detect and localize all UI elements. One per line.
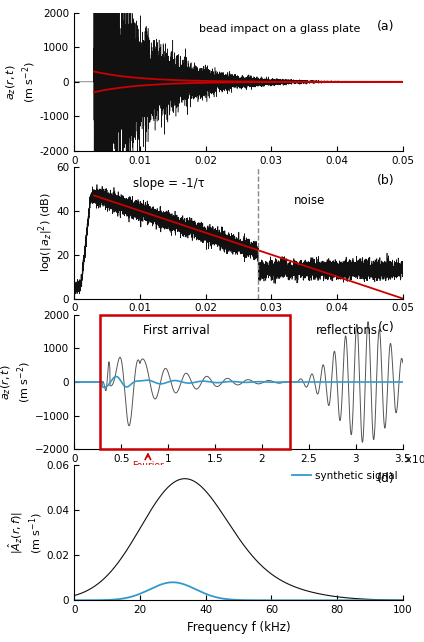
synthetic signal <box>109 596 114 603</box>
Text: slope = -1/τ: slope = -1/τ <box>133 177 205 189</box>
synthetic signal <box>359 596 364 604</box>
Text: bead impact on a glass plate: bead impact on a glass plate <box>199 24 360 34</box>
X-axis label: Time (s): Time (s) <box>215 470 262 483</box>
X-axis label: Frequency f (kHz): Frequency f (kHz) <box>187 621 290 634</box>
Legend: synthetic signal: synthetic signal <box>292 471 398 481</box>
synthetic signal <box>394 596 399 604</box>
Y-axis label: $|\hat{A}_z(r,f)|$
$(\mathrm{m\ s^{-1}})$: $|\hat{A}_z(r,f)|$ $(\mathrm{m\ s^{-1}})… <box>6 512 45 554</box>
Y-axis label: $\log(|\,a_z|^2)$ (dB): $\log(|\,a_z|^2)$ (dB) <box>36 193 55 272</box>
Y-axis label: $a_z(r, t)$
$(\mathrm{m\ s^{-2}})$: $a_z(r, t)$ $(\mathrm{m\ s^{-2}})$ <box>4 61 38 103</box>
Text: noise: noise <box>294 194 326 207</box>
Text: (a): (a) <box>377 20 395 33</box>
Line: synthetic signal: synthetic signal <box>74 582 403 600</box>
X-axis label: Time (s): Time (s) <box>215 171 262 184</box>
Bar <box>100 315 290 449</box>
Text: (b): (b) <box>377 173 395 186</box>
Text: Fourier
transform: Fourier transform <box>126 461 170 481</box>
Text: reflections: reflections <box>316 324 378 337</box>
synthetic signal <box>198 587 203 595</box>
Text: (c): (c) <box>378 322 395 334</box>
synthetic signal <box>170 578 176 586</box>
Y-axis label: $a_z(r, t)$
$(\mathrm{m\ s^{-2}})$: $a_z(r, t)$ $(\mathrm{m\ s^{-2}})$ <box>0 361 33 403</box>
Text: (d): (d) <box>377 473 395 485</box>
synthetic signal <box>212 593 217 601</box>
X-axis label: Time (s): Time (s) <box>215 319 262 332</box>
Text: $\times 10^{-4}$: $\times 10^{-4}$ <box>403 453 424 466</box>
Text: First arrival: First arrival <box>143 324 209 337</box>
synthetic signal <box>128 593 134 601</box>
synthetic signal <box>72 596 77 604</box>
synthetic signal <box>400 596 405 604</box>
